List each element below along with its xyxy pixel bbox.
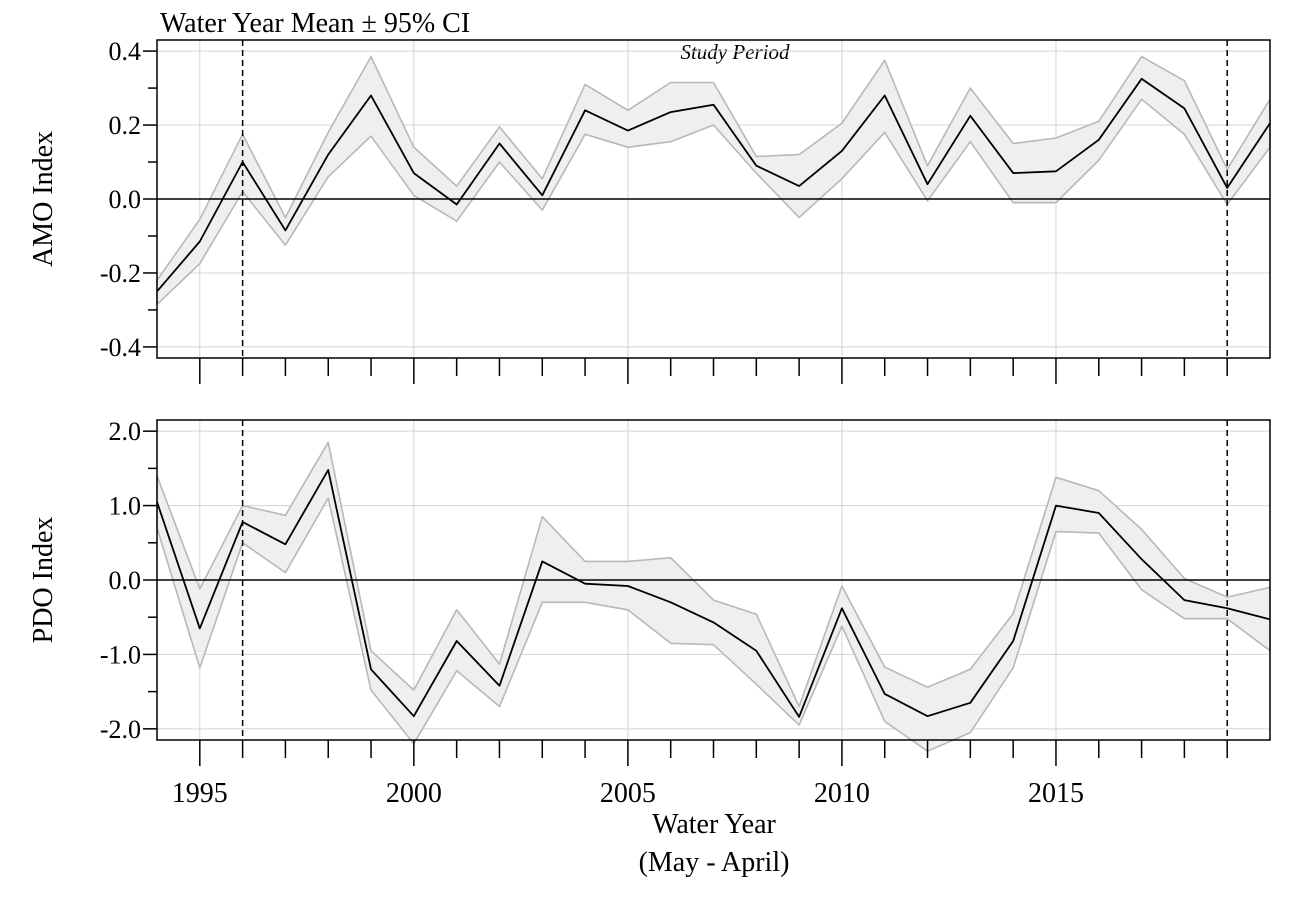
chart-title: Water Year Mean ± 95% CI (160, 8, 470, 39)
x-axis-label: Water Year (652, 809, 776, 840)
amo-y-tick-label: 0.2 (109, 111, 142, 140)
pdo-y-tick-label: 1.0 (109, 492, 142, 521)
amo-y-tick-label: -0.2 (100, 259, 141, 288)
pdo-y-tick-label: 0.0 (109, 566, 142, 595)
amo-panel: -0.4 -0.2 0.0 0.2 0.4 AMO Index (28, 37, 1271, 384)
amo-y-tick-label: -0.4 (100, 333, 141, 362)
amo-ci-band (156, 55, 1271, 306)
x-tick-label: 2005 (600, 778, 656, 809)
x-tick-label: 2000 (386, 778, 442, 809)
pdo-y-tick-label: -2.0 (100, 715, 141, 744)
pdo-study-period-lines (241, 420, 1228, 740)
pdo-x-ticks: 1995 2000 2005 2010 2015 (172, 740, 1228, 809)
x-tick-label: 2015 (1028, 778, 1084, 809)
amo-y-axis-label: AMO Index (28, 131, 59, 267)
study-period-annotation: Study Period (680, 40, 790, 64)
amo-study-period-lines (241, 40, 1228, 358)
amo-y-tick-label: 0.4 (109, 37, 142, 66)
x-axis-sublabel: (May - April) (639, 847, 790, 878)
amo-x-ticks (199, 358, 1228, 384)
pdo-y-tick-label: -1.0 (100, 640, 141, 669)
x-tick-label: 1995 (172, 778, 228, 809)
amo-y-tick-label: 0.0 (109, 185, 142, 214)
pdo-y-axis-label: PDO Index (28, 517, 59, 644)
pdo-mean-line (156, 469, 1271, 718)
pdo-ci-band (156, 441, 1271, 752)
pdo-y-tick-label: 2.0 (109, 417, 142, 446)
amo-y-ticks: -0.4 -0.2 0.0 0.2 0.4 (100, 37, 157, 362)
pdo-panel: -2.0 -1.0 0.0 1.0 2.0 1995 2000 2005 2010 2015 P… (28, 417, 1271, 809)
x-tick-label: 2010 (814, 778, 870, 809)
pdo-mean-points (156, 469, 1271, 717)
pdo-y-ticks: -2.0 -1.0 0.0 1.0 2.0 (100, 417, 157, 744)
